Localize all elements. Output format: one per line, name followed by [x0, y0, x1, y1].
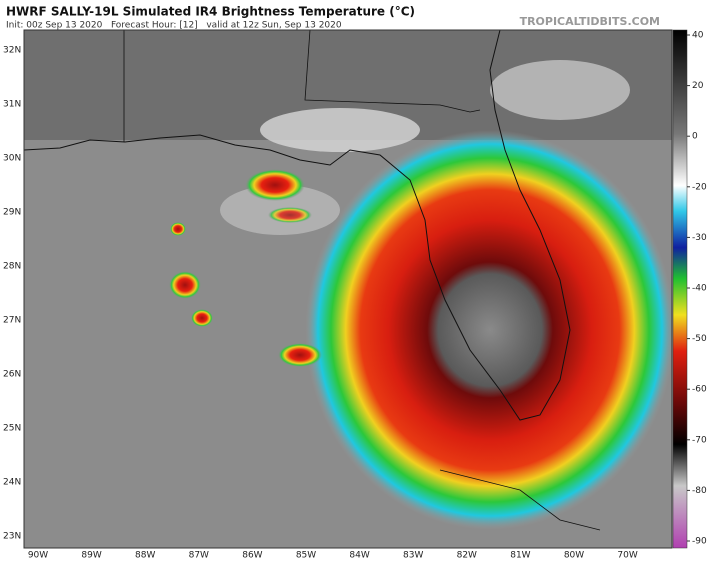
- storm-cloud-shield: [305, 130, 675, 530]
- colorbar-label: -50: [692, 334, 707, 344]
- lon-label: 87W: [189, 551, 209, 561]
- subtitle: Init: 00z Sep 13 2020 Forecast Hour: [12…: [6, 21, 342, 31]
- convective-cell: [169, 271, 201, 299]
- colorbar-ticks: 40 20 0 -20 -30 -40 -50 -60 -70 -80 -90: [687, 31, 707, 547]
- convective-cell: [191, 309, 213, 327]
- colorbar-label: -20: [692, 182, 707, 192]
- map-frame: [23, 29, 673, 549]
- colorbar-label: -80: [692, 486, 707, 496]
- lat-label: 23N: [3, 532, 21, 542]
- convective-cell: [170, 222, 186, 236]
- lat-label: 24N: [3, 478, 21, 488]
- lon-label: 85W: [296, 551, 316, 561]
- convective-cell: [245, 169, 305, 201]
- coastline: [23, 29, 571, 421]
- lon-label: 84W: [349, 551, 369, 561]
- lat-label: 32N: [3, 46, 21, 56]
- lon-label: 86W: [242, 551, 262, 561]
- lon-label: 80W: [564, 551, 584, 561]
- lat-label: 30N: [3, 154, 21, 164]
- lat-label: 28N: [3, 262, 21, 272]
- lon-label: 90W: [28, 551, 48, 561]
- lon-label: 88W: [135, 551, 155, 561]
- lat-label: 29N: [3, 208, 21, 218]
- cloud: [490, 60, 630, 120]
- lon-label: 89W: [81, 551, 101, 561]
- colorbar-label: -90: [692, 537, 707, 547]
- lat-label: 26N: [3, 370, 21, 380]
- lon-label: 82W: [457, 551, 477, 561]
- convective-cell: [278, 343, 322, 367]
- title: HWRF SALLY-19L Simulated IR4 Brightness …: [6, 5, 415, 19]
- cloud: [260, 108, 420, 152]
- lat-labels: 32N 31N 30N 29N 28N 27N 26N 25N 24N 23N: [3, 46, 21, 542]
- colorbar-label: -60: [692, 385, 707, 395]
- watermark: TROPICALTIDBITS.COM: [520, 15, 660, 28]
- lon-label: 70W: [617, 551, 637, 561]
- convective-cell: [268, 207, 312, 223]
- lon-labels: 90W 89W 88W 87W 86W 85W 84W 83W 82W 81W 80W 70W: [28, 551, 638, 561]
- state-border: [123, 29, 481, 142]
- colorbar: [672, 29, 688, 549]
- colorbar-label: -70: [692, 435, 707, 445]
- lon-label: 83W: [403, 551, 423, 561]
- lat-label: 27N: [3, 316, 21, 326]
- colorbar-label: 0: [692, 132, 698, 142]
- lat-label: 31N: [3, 100, 21, 110]
- cuba-coast: [439, 469, 601, 531]
- colorbar-label: 20: [692, 81, 704, 91]
- colorbar-label: 40: [692, 31, 704, 41]
- lon-label: 81W: [510, 551, 530, 561]
- colorbar-label: -40: [692, 284, 707, 294]
- map-area: [23, 29, 675, 549]
- lat-label: 25N: [3, 424, 21, 434]
- colorbar-label: -30: [692, 233, 707, 243]
